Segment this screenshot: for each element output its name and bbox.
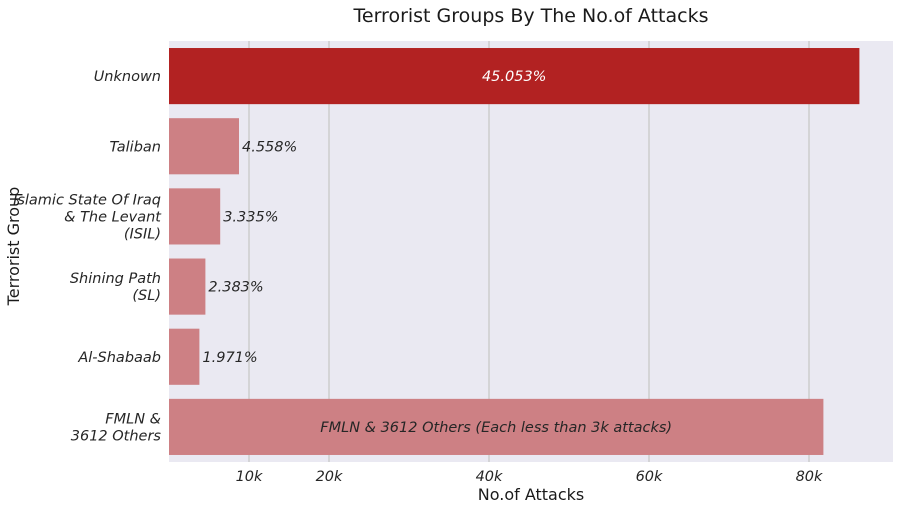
bar-label: 2.383%: [208, 280, 263, 296]
x-axis-label: No.of Attacks: [478, 485, 584, 504]
y-tick-label: Islamic State Of Iraq: [13, 192, 161, 208]
x-tick-label: 10k: [236, 469, 263, 485]
y-tick-label: (SL): [132, 288, 161, 304]
x-tick-labels: 10k 20k 40k 60k 80k: [236, 469, 823, 485]
y-tick-label: Shining Path: [70, 271, 161, 287]
y-tick-label: & The Levant: [64, 209, 162, 225]
y-tick-label: 3612 Others: [71, 428, 162, 444]
x-tick-label: 40k: [476, 469, 503, 485]
x-tick-label: 20k: [316, 469, 343, 485]
bar-label: FMLN & 3612 Others (Each less than 3k at…: [320, 420, 672, 436]
x-tick-label: 80k: [796, 469, 823, 485]
bar: [169, 329, 199, 385]
y-tick-label: (ISIL): [124, 226, 161, 242]
bar: [169, 188, 220, 244]
y-tick-label: Unknown: [94, 69, 161, 85]
chart-title: Terrorist Groups By The No.of Attacks: [353, 5, 709, 27]
bar-label: 3.335%: [223, 209, 278, 225]
y-tick-label: Taliban: [109, 139, 161, 155]
bar: [169, 118, 239, 174]
y-tick-label: FMLN &: [105, 411, 161, 427]
bar-label: 45.053%: [482, 69, 547, 85]
y-axis-label: Terrorist Group: [4, 187, 23, 307]
y-tick-labels: Unknown Taliban Islamic State Of Iraq& The…: [13, 69, 162, 444]
bar-label: 1.971%: [202, 350, 257, 366]
y-tick-label: Al-Shabaab: [77, 350, 161, 366]
bar: [169, 259, 205, 315]
x-tick-label: 60k: [636, 469, 663, 485]
bar-label: 4.558%: [242, 139, 297, 155]
